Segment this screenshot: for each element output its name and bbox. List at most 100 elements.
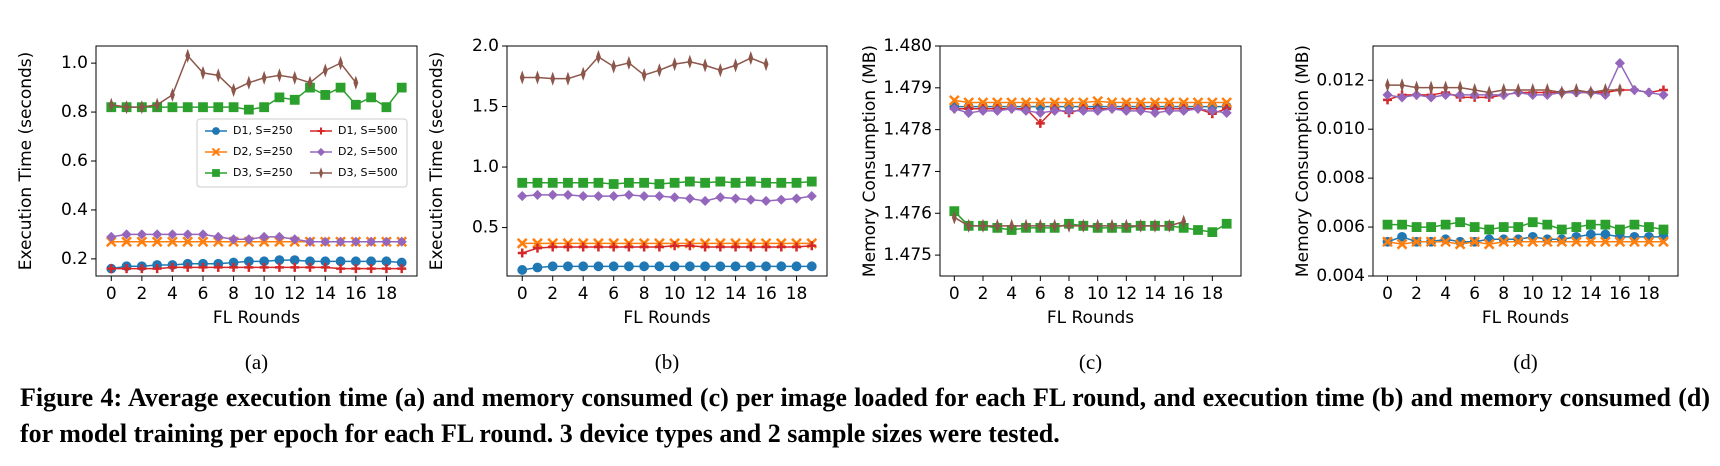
data-point — [745, 194, 756, 205]
x-tick-label: 4 — [167, 284, 178, 304]
data-point — [1469, 236, 1481, 248]
data-point — [1411, 89, 1422, 101]
data-point — [532, 243, 542, 253]
legend-marker — [317, 127, 325, 135]
y-tick-label: 1.477 — [883, 161, 932, 181]
data-point — [776, 177, 787, 188]
series-line — [954, 99, 1227, 104]
data-point — [350, 99, 361, 110]
data-point — [608, 191, 619, 202]
data-point — [108, 97, 114, 112]
data-point — [200, 65, 206, 80]
data-point — [152, 229, 163, 240]
plot-frame — [95, 45, 418, 277]
y-tick-label: 0.012 — [1316, 70, 1365, 90]
legend-label: D2, S=250 — [233, 145, 293, 158]
data-point — [806, 191, 817, 202]
data-point — [1006, 97, 1018, 108]
data-point — [1049, 105, 1060, 116]
data-point — [1037, 218, 1043, 233]
data-point — [1643, 236, 1655, 248]
data-point — [994, 218, 1000, 233]
x-tick-label: 12 — [284, 284, 306, 304]
data-point — [580, 66, 586, 81]
data-point — [1426, 92, 1437, 103]
data-point — [730, 193, 741, 204]
y-tick-label: 0.2 — [61, 249, 88, 269]
data-point — [1498, 236, 1510, 248]
series-line — [1387, 240, 1664, 245]
data-point — [274, 255, 285, 265]
data-point — [259, 262, 269, 272]
data-point — [1556, 236, 1568, 248]
data-point — [1106, 97, 1118, 108]
data-point — [593, 242, 603, 252]
data-point — [183, 262, 193, 272]
data-point — [776, 194, 787, 205]
data-point — [1411, 236, 1422, 248]
data-point — [672, 57, 678, 72]
data-point — [1425, 236, 1437, 248]
data-point — [1166, 218, 1172, 233]
data-point — [1399, 78, 1405, 93]
data-point — [578, 242, 588, 252]
data-point — [609, 242, 619, 252]
data-point — [259, 256, 270, 267]
data-point — [1428, 80, 1434, 95]
data-point — [1426, 222, 1436, 232]
data-point — [791, 177, 802, 188]
data-point — [1092, 95, 1104, 107]
data-point — [1513, 222, 1524, 232]
x-tick-label: 18 — [1202, 284, 1224, 304]
data-point — [517, 177, 528, 188]
data-point — [624, 177, 634, 188]
x-tick-label: 14 — [1144, 284, 1166, 304]
data-point — [1443, 80, 1449, 95]
data-point — [1035, 118, 1045, 128]
data-point — [1178, 97, 1190, 108]
data-point — [1382, 219, 1393, 230]
data-point — [715, 176, 726, 187]
data-point — [1221, 107, 1232, 118]
data-point — [532, 177, 543, 188]
subfigure-label: (b) — [655, 350, 680, 374]
data-point — [611, 59, 617, 74]
data-point — [532, 262, 543, 273]
data-point — [684, 261, 695, 272]
data-point — [1530, 82, 1536, 98]
x-tick-label: 2 — [547, 284, 558, 304]
x-tick-label: 18 — [1638, 284, 1660, 304]
data-point — [167, 229, 178, 240]
data-point — [305, 262, 315, 272]
data-point — [791, 193, 802, 204]
data-point — [807, 241, 817, 251]
data-point — [517, 248, 527, 258]
x-tick-label: 0 — [1382, 284, 1393, 304]
data-point — [608, 261, 619, 272]
plot-frame — [506, 45, 828, 277]
data-point — [715, 261, 726, 272]
data-point — [948, 94, 960, 106]
data-point — [656, 63, 662, 78]
data-point — [669, 177, 680, 188]
data-point — [213, 262, 223, 272]
data-point — [1123, 218, 1129, 233]
data-point — [152, 264, 162, 274]
data-point — [963, 97, 975, 108]
data-point — [350, 256, 361, 267]
data-point — [776, 242, 786, 252]
data-point — [654, 242, 664, 252]
data-point — [1221, 97, 1233, 108]
data-point — [182, 102, 193, 113]
x-tick-label: 4 — [578, 284, 589, 304]
data-point — [1052, 218, 1058, 233]
data-point — [139, 100, 145, 115]
data-point — [381, 264, 391, 274]
x-tick-label: 6 — [1035, 284, 1046, 304]
data-point — [1527, 236, 1539, 248]
data-point — [1149, 97, 1161, 108]
data-point — [730, 177, 741, 188]
data-point — [1527, 217, 1538, 228]
data-point — [1135, 105, 1146, 116]
